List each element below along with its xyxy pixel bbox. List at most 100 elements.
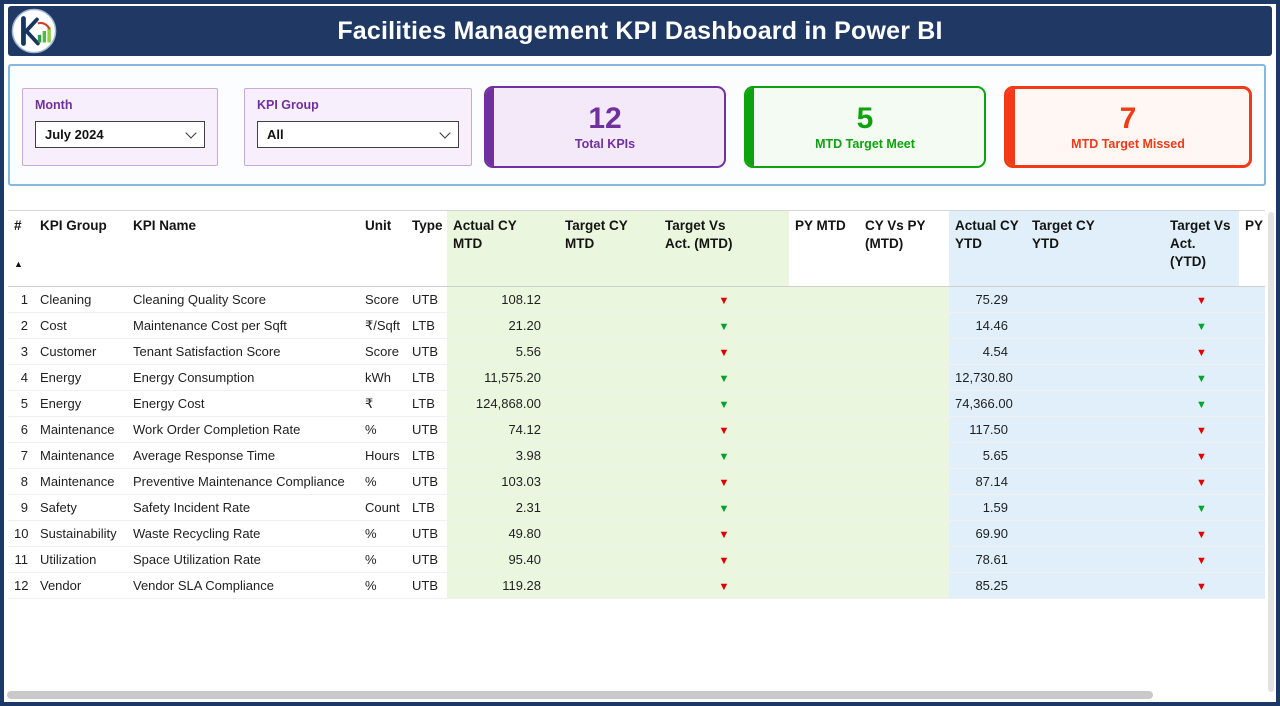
column-header-cy-vs-py-mtd[interactable]: CY Vs PY (MTD) (859, 210, 949, 287)
column-header-type[interactable]: Type (406, 210, 447, 287)
cell-type: LTB (406, 312, 447, 339)
table-row[interactable]: 2 Cost Maintenance Cost per Sqft ₹/Sqft LTB 2… (8, 312, 1265, 339)
cell-unit: % (359, 520, 406, 547)
cell-cy-vs-py-mtd (859, 468, 949, 495)
cell-actual-ytd: 4.54 (949, 338, 1026, 365)
cell-py-mtd (789, 572, 859, 599)
cell-py-ytd (1239, 338, 1265, 365)
cell-name: Vendor SLA Compliance (127, 572, 359, 599)
cell-tva-mtd: ▼ (659, 416, 789, 443)
cell-cy-vs-py-mtd (859, 494, 949, 521)
cell-py-ytd (1239, 416, 1265, 443)
cell-type: LTB (406, 390, 447, 417)
cell-tva-ytd: ▼ (1164, 312, 1239, 339)
cell-name: Energy Consumption (127, 364, 359, 391)
table-row[interactable]: 8 Maintenance Preventive Maintenance Compl… (8, 468, 1265, 495)
cell-name: Space Utilization Rate (127, 546, 359, 573)
horizontal-scrollbar[interactable] (7, 691, 1153, 699)
trend-down-red-icon: ▼ (1196, 529, 1207, 541)
column-header-actual-mtd[interactable]: Actual CY MTD (447, 210, 559, 287)
cell-num: 5 (8, 390, 34, 417)
column-header-label: Actual CY MTD (453, 218, 517, 251)
column-header-unit[interactable]: Unit (359, 210, 406, 287)
header-banner: Facilities Management KPI Dashboard in P… (8, 6, 1272, 56)
table-row[interactable]: 3 Customer Tenant Satisfaction Score Score U… (8, 338, 1265, 365)
table-row[interactable]: 7 Maintenance Average Response Time Hours LT… (8, 442, 1265, 469)
table-row[interactable]: 4 Energy Energy Consumption kWh LTB 11,575.20… (8, 364, 1265, 391)
cell-name: Energy Cost (127, 390, 359, 417)
cell-target-ytd (1026, 520, 1164, 547)
cell-py-mtd (789, 286, 859, 313)
card-mtd-target-missed-value: 7 (1119, 101, 1137, 135)
column-header-name[interactable]: KPI Name (127, 210, 359, 287)
cell-target-ytd (1026, 364, 1164, 391)
cell-tva-ytd: ▼ (1164, 572, 1239, 599)
column-header-label: KPI Group (40, 218, 107, 233)
kpi-group-dropdown[interactable]: All (257, 121, 459, 148)
trend-down-green-icon: ▼ (718, 451, 730, 463)
month-dropdown[interactable]: July 2024 (35, 121, 205, 148)
cell-tva-mtd: ▼ (659, 442, 789, 469)
trend-down-green-icon: ▼ (718, 373, 730, 385)
cell-target-ytd (1026, 494, 1164, 521)
column-header-py-ytd[interactable]: PY (1239, 210, 1265, 287)
trend-down-red-icon: ▼ (718, 347, 730, 359)
cell-actual-ytd: 78.61 (949, 546, 1026, 573)
cell-actual-ytd: 75.29 (949, 286, 1026, 313)
cell-group: Sustainability (34, 520, 127, 547)
column-header-target-mtd[interactable]: Target CY MTD (559, 210, 659, 287)
trend-down-red-icon: ▼ (1196, 451, 1207, 463)
card-total-kpis-value: 12 (588, 101, 622, 135)
cell-tva-ytd: ▼ (1164, 520, 1239, 547)
cell-target-mtd (559, 520, 659, 547)
cell-target-mtd (559, 338, 659, 365)
cell-tva-mtd: ▼ (659, 364, 789, 391)
table-row[interactable]: 11 Utilization Space Utilization Rate% UTB 9… (8, 546, 1265, 573)
trend-down-red-icon: ▼ (718, 477, 730, 489)
cell-type: LTB (406, 364, 447, 391)
column-header-target-ytd[interactable]: Target CY YTD (1026, 210, 1164, 287)
cell-num: 3 (8, 338, 34, 365)
trend-down-red-icon: ▼ (718, 581, 730, 593)
cell-py-mtd (789, 416, 859, 443)
table-row[interactable]: 1 Cleaning Cleaning Quality Score Score UTB 1… (8, 286, 1265, 313)
cell-tva-ytd: ▼ (1164, 390, 1239, 417)
vertical-scrollbar[interactable] (1268, 212, 1274, 692)
table-row[interactable]: 6 Maintenance Work Order Completion Rate% U… (8, 416, 1265, 443)
cell-name: Maintenance Cost per Sqft (127, 312, 359, 339)
column-header-tva-mtd[interactable]: Target Vs Act. (MTD) (659, 210, 789, 287)
cell-target-mtd (559, 364, 659, 391)
column-header-actual-ytd[interactable]: Actual CY YTD (949, 210, 1026, 287)
month-slicer-label: Month (35, 98, 73, 112)
cell-name: Tenant Satisfaction Score (127, 338, 359, 365)
table-row[interactable]: 10 Sustainability Waste Recycling Rate% UTB… (8, 520, 1265, 547)
kpi-table: # ▲ KPI Group KPI Name Unit Type Actual CY MTD… (8, 210, 1266, 599)
cell-type: UTB (406, 338, 447, 365)
column-header-py-mtd[interactable]: PY MTD (789, 210, 859, 287)
cell-tva-mtd: ▼ (659, 546, 789, 573)
cell-group: Cleaning (34, 286, 127, 313)
column-header-tva-ytd[interactable]: Target Vs Act. (YTD) (1164, 210, 1239, 287)
cell-num: 4 (8, 364, 34, 391)
cell-cy-vs-py-mtd (859, 416, 949, 443)
table-row[interactable]: 9 Safety Safety Incident Rate Count LTB 2.31 ▼… (8, 494, 1265, 521)
cell-num: 2 (8, 312, 34, 339)
table-row[interactable]: 5 Energy Energy Cost ₹ LTB 124,868.00 ▼ 74,366.… (8, 390, 1265, 417)
cell-target-ytd (1026, 338, 1164, 365)
table-row[interactable]: 12 Vendor Vendor SLA Compliance% UTB 119.28 ▼… (8, 572, 1265, 599)
column-header-group[interactable]: KPI Group (34, 210, 127, 287)
cell-actual-mtd: 95.40 (447, 546, 559, 573)
cell-unit: Score (359, 338, 406, 365)
cell-actual-mtd: 5.56 (447, 338, 559, 365)
column-header-num[interactable]: # ▲ (8, 210, 34, 287)
cell-target-ytd (1026, 312, 1164, 339)
cell-num: 11 (8, 546, 34, 573)
cell-py-ytd (1239, 546, 1265, 573)
trend-down-red-icon: ▼ (1196, 477, 1207, 489)
page-title: Facilities Management KPI Dashboard in P… (337, 16, 943, 45)
cell-unit: Score (359, 286, 406, 313)
column-header-label: KPI Name (133, 218, 197, 233)
cell-cy-vs-py-mtd (859, 364, 949, 391)
kpi-table-head-row: # ▲ KPI Group KPI Name Unit Type Actual CY MTD… (8, 210, 1265, 287)
cell-actual-mtd: 74.12 (447, 416, 559, 443)
